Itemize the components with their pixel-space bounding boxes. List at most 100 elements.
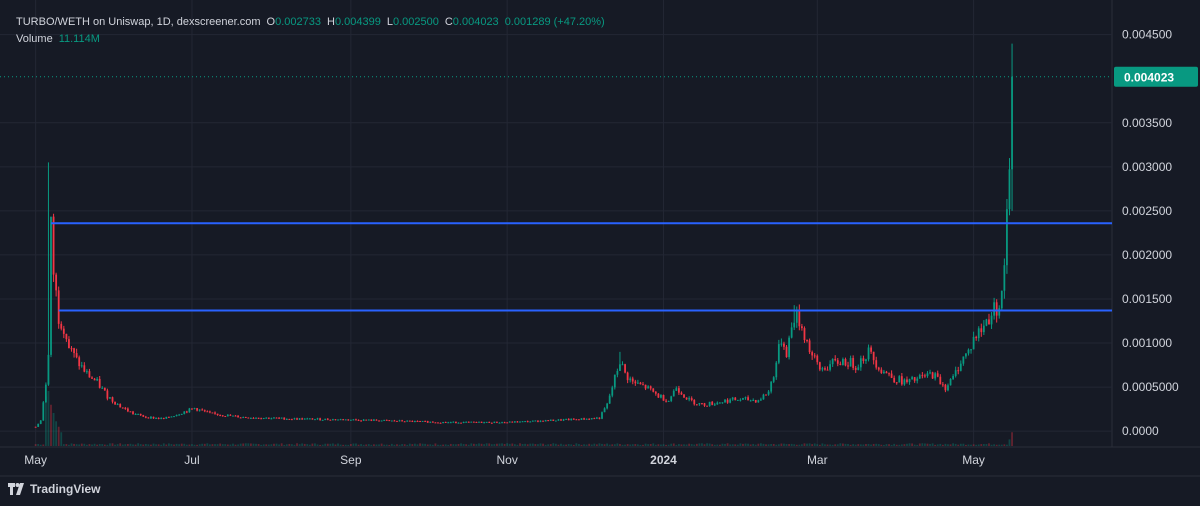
volume-bar <box>101 444 104 446</box>
volume-bar <box>965 444 967 446</box>
candle-body <box>1003 265 1006 291</box>
volume-bar <box>460 443 462 446</box>
volume-bar <box>613 444 616 446</box>
candle-body <box>442 422 445 424</box>
volume-bar <box>859 444 862 446</box>
volume-bar <box>629 444 632 446</box>
volume-bar <box>132 444 134 446</box>
candle-body <box>580 418 583 420</box>
volume-bar <box>142 444 145 446</box>
candle-body <box>152 416 155 419</box>
candle-body <box>506 422 509 424</box>
candle-body <box>134 414 137 416</box>
candle-body <box>170 416 173 418</box>
tradingview-logo-icon <box>8 483 26 495</box>
candle-body <box>485 421 488 423</box>
candle-body <box>211 412 214 414</box>
candle-body <box>452 421 455 423</box>
volume-bar <box>718 444 721 446</box>
candle-body <box>795 311 798 323</box>
volume-bar <box>311 443 314 446</box>
volume-bar <box>498 443 501 446</box>
volume-bar <box>836 444 839 446</box>
volume-bar <box>439 444 442 446</box>
candle-body <box>519 421 521 423</box>
volume-bar <box>34 444 37 446</box>
candle-body <box>716 402 719 405</box>
candle-body <box>865 359 867 361</box>
volume-bar <box>211 444 214 446</box>
volume-bar <box>321 444 324 446</box>
volume-bar <box>398 444 401 446</box>
volume-bar <box>337 443 339 446</box>
volume-bar <box>267 444 270 446</box>
candle-body <box>934 373 937 379</box>
volume-bar <box>144 443 147 446</box>
candle-body <box>183 411 186 414</box>
volume-bar <box>93 443 96 446</box>
candle-body <box>583 418 585 420</box>
volume-bar <box>944 443 947 446</box>
volume-bar <box>329 443 332 446</box>
candle-body <box>872 351 875 361</box>
volume-bar <box>726 443 729 446</box>
candle-body <box>175 415 178 417</box>
close-label: C <box>444 16 453 28</box>
candle-body <box>701 403 703 405</box>
candle-body <box>444 422 447 424</box>
volume-bar <box>80 443 83 446</box>
tradingview-brand[interactable]: TradingView <box>8 482 100 496</box>
candle-body <box>470 421 473 423</box>
volume-bar <box>898 444 901 446</box>
candle-body <box>575 419 578 421</box>
candle-body <box>970 349 972 351</box>
volume-bar <box>288 443 291 446</box>
volume-bar <box>677 444 680 446</box>
candle-body <box>606 403 609 409</box>
volume-bar <box>475 444 478 446</box>
volume-bar <box>647 444 650 446</box>
low-label: L <box>386 16 393 28</box>
candle-body <box>278 417 280 419</box>
candle-body <box>836 360 839 364</box>
candle-body <box>460 422 462 424</box>
candle-body <box>526 421 529 423</box>
volume-bar <box>936 444 939 446</box>
volume-bar <box>875 443 878 446</box>
volume-bar <box>711 444 714 446</box>
volume-bar <box>214 444 216 446</box>
candle-body <box>44 384 47 403</box>
volume-bar <box>316 444 319 446</box>
volume-bar <box>273 443 275 446</box>
candle-body <box>913 377 916 381</box>
candle-body <box>373 419 375 421</box>
volume-bar <box>652 443 655 446</box>
volume-bar <box>531 443 534 446</box>
volume-bar <box>603 444 606 446</box>
candle-body <box>216 413 219 416</box>
candle-body <box>816 355 819 363</box>
candle-body <box>1008 169 1011 210</box>
volume-bar <box>770 443 773 446</box>
candle-body <box>267 417 270 419</box>
candle-body <box>480 421 483 423</box>
candle-body <box>767 391 770 395</box>
volume-bar <box>552 443 555 446</box>
candle-body <box>624 364 626 373</box>
candle-body <box>472 421 475 423</box>
candle-body <box>178 414 181 416</box>
volume-bar <box>68 444 70 446</box>
candle-body <box>826 369 829 371</box>
candle-body <box>890 373 893 378</box>
candle-body <box>383 419 386 421</box>
volume-bar <box>411 444 414 446</box>
candle-body <box>549 419 552 421</box>
candle-body <box>291 419 293 421</box>
volume-bar <box>947 444 949 446</box>
volume-bar <box>562 444 565 446</box>
candle-body <box>708 401 711 406</box>
volume-bar <box>73 443 75 446</box>
volume-bar <box>449 443 452 446</box>
